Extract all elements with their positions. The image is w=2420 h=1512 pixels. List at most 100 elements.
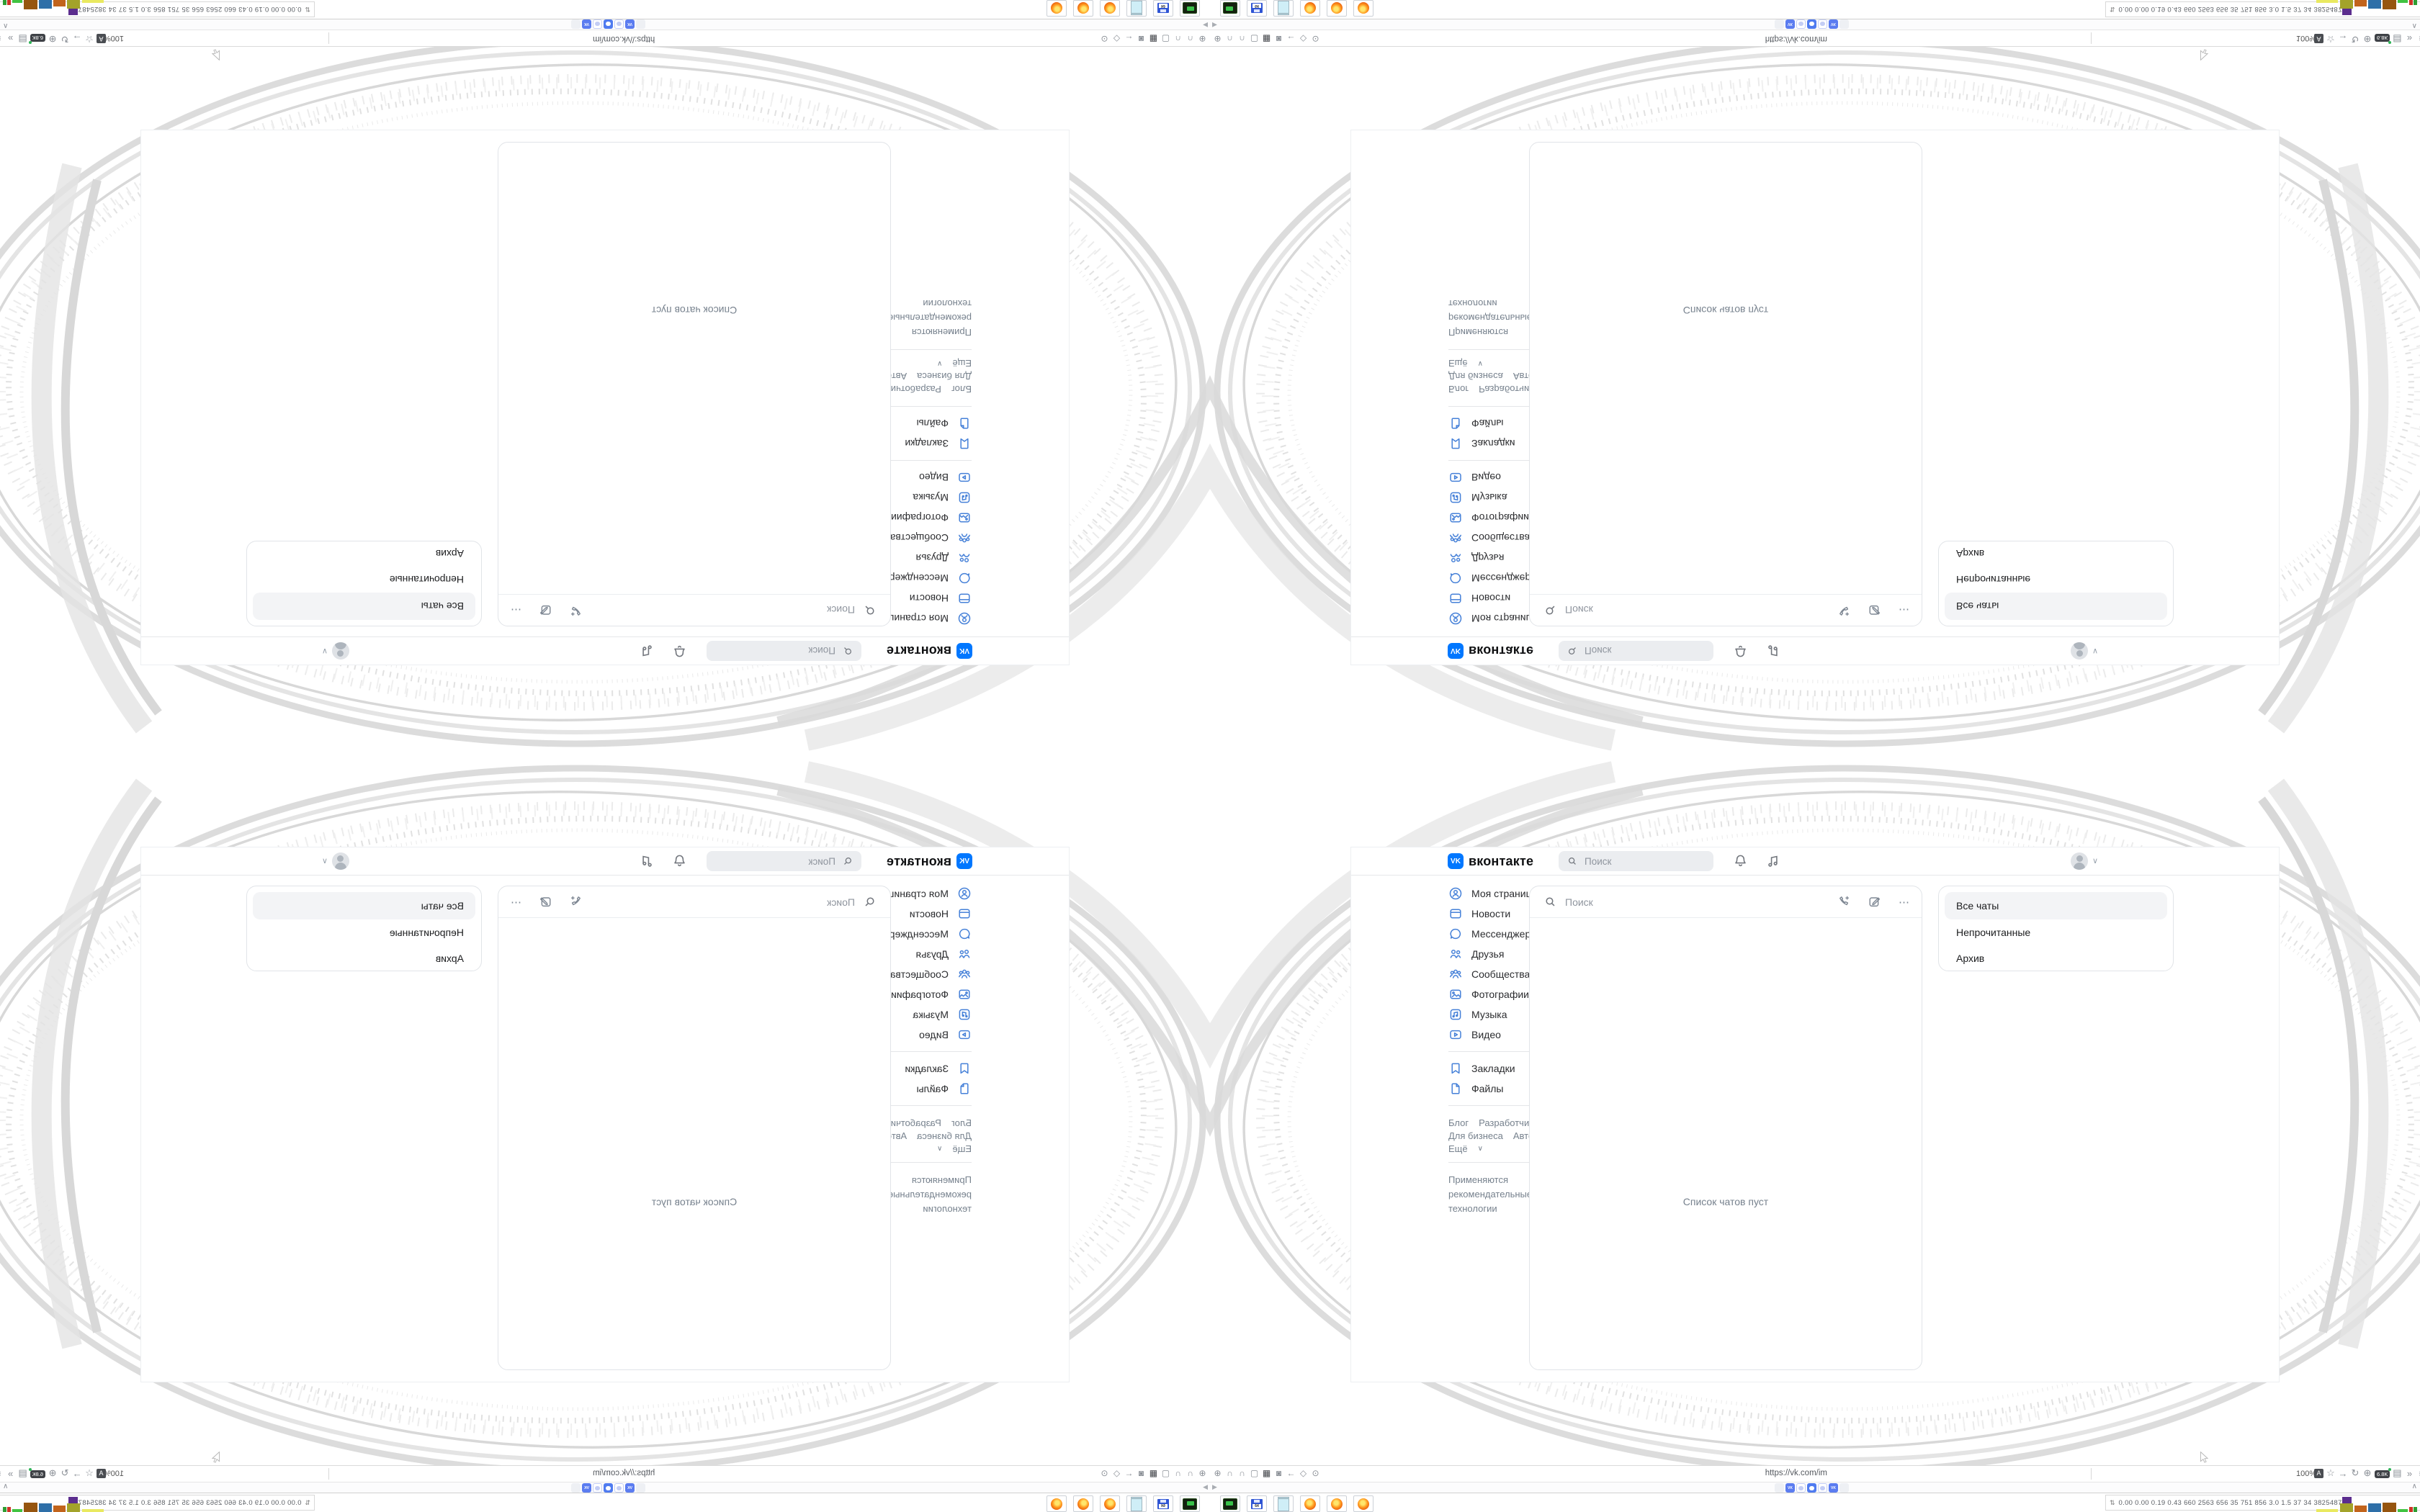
tab-vk[interactable]: VK <box>1829 1483 1838 1493</box>
toolbar-chevron-up-icon[interactable]: ∧ <box>2411 22 2417 30</box>
shield-outline-icon[interactable]: ◇ <box>1299 34 1307 44</box>
tab-vk[interactable]: VK <box>1785 19 1795 29</box>
sidebar-item-my-page[interactable]: Моя страница <box>1448 608 1572 629</box>
history-arc-icon[interactable]: ∩ <box>1227 1468 1233 1478</box>
counter-badge[interactable]: 6.8K <box>28 34 45 45</box>
launcher-firefox[interactable] <box>1327 1495 1347 1512</box>
music-note-icon[interactable] <box>1766 644 1781 659</box>
overflow-chevrons-icon[interactable]: » <box>2406 33 2413 45</box>
counter-badge[interactable]: 6.8K <box>28 1467 45 1478</box>
sidebar-item-files[interactable]: Файлы <box>848 1079 972 1099</box>
vk-logo[interactable]: VK <box>956 853 972 869</box>
filter-archive[interactable]: Архив <box>435 548 464 559</box>
vk-logo[interactable]: VK <box>1448 853 1464 869</box>
trash-icon[interactable]: ▦ <box>1262 1468 1271 1478</box>
launcher-firefox[interactable] <box>1353 1495 1373 1512</box>
sidebar-item-messenger[interactable]: Мессенджер <box>848 568 972 588</box>
launcher-floppy[interactable]: 64 <box>1247 1495 1267 1512</box>
trash-icon[interactable]: ▦ <box>1262 34 1271 44</box>
sidebar-item-music[interactable]: Музыка <box>1448 487 1572 508</box>
profile-avatar[interactable] <box>332 852 349 870</box>
launcher-firefox[interactable] <box>1327 0 1347 17</box>
translate-icon[interactable]: A <box>97 1468 106 1478</box>
address-bar-url[interactable]: https://vk.com/im <box>1765 35 1827 43</box>
chat-search-input[interactable] <box>601 603 856 617</box>
launcher-firefox[interactable] <box>1300 0 1320 17</box>
menu-icon[interactable]: ≡ <box>2416 1468 2420 1479</box>
lock-icon[interactable]: ⊙ <box>1312 1468 1319 1478</box>
launcher-firefox[interactable] <box>1047 1495 1067 1512</box>
document-icon[interactable]: ▤ <box>18 1467 27 1478</box>
link-business[interactable]: Для бизнеса <box>1448 371 1503 382</box>
site-globe-icon[interactable]: ⊕ <box>1214 34 1222 44</box>
tab-placeholder[interactable] <box>1775 1483 1784 1493</box>
sidebar-item-video[interactable]: Видео <box>1448 467 1572 487</box>
launcher-notepad[interactable] <box>1126 1495 1147 1512</box>
new-call-icon[interactable] <box>570 895 583 909</box>
chat-more-icon[interactable]: ⋯ <box>1899 896 1910 909</box>
tab-chat[interactable] <box>1796 1483 1806 1493</box>
sidebar-item-friends[interactable]: Друзья <box>1448 944 1572 964</box>
tab-vk[interactable]: VK <box>582 19 591 29</box>
link-business[interactable]: Для бизнеса <box>917 371 972 382</box>
sidebar-item-my-page[interactable]: Моя страница <box>848 883 972 904</box>
chat-more-icon[interactable]: ⋯ <box>510 896 521 909</box>
address-bar-url[interactable]: https://vk.com/im <box>593 1469 655 1477</box>
filter-all-chats[interactable]: Все чаты <box>253 892 475 919</box>
link-developers[interactable]: Разработчикам <box>1479 1117 1546 1128</box>
global-search-input[interactable] <box>726 644 837 657</box>
new-call-icon[interactable] <box>570 603 583 617</box>
filter-unread[interactable]: Непрочитанные <box>389 574 464 585</box>
global-search-input[interactable] <box>1583 644 1694 657</box>
link-blog[interactable]: Блог <box>951 384 972 395</box>
filter-all-chats[interactable]: Все чаты <box>1945 892 2167 919</box>
reload-icon[interactable]: ↻ <box>2351 1467 2360 1478</box>
sidebar-item-friends[interactable]: Друзья <box>1448 548 1572 568</box>
new-call-icon[interactable] <box>1837 895 1850 909</box>
notifications-bell-icon[interactable] <box>1733 853 1748 868</box>
overflow-chevrons-icon[interactable]: » <box>7 33 14 45</box>
launcher-notepad[interactable] <box>1273 0 1294 17</box>
chat-search-input[interactable] <box>1564 603 1819 617</box>
history-arc-icon[interactable]: ∩ <box>1187 1468 1193 1478</box>
bookmark-star-icon[interactable]: ☆ <box>2326 1467 2335 1478</box>
zoom-level[interactable]: 100% <box>103 1470 124 1478</box>
music-note-icon[interactable] <box>1766 853 1781 868</box>
tab-chat[interactable] <box>614 19 624 29</box>
forward-arrow-icon[interactable]: → <box>2338 1467 2348 1479</box>
profile-avatar[interactable] <box>2071 642 2088 660</box>
vk-wordmark[interactable]: вконтакте <box>886 854 951 868</box>
sidebar-item-photos[interactable]: Фотографии <box>848 508 972 528</box>
translate-icon[interactable]: A <box>2314 1468 2323 1478</box>
lock-icon[interactable]: ⊙ <box>1101 34 1108 44</box>
bookmark-star-icon[interactable]: ☆ <box>2326 34 2335 45</box>
tab-vk[interactable]: VK <box>1785 1483 1795 1493</box>
sidebar-item-photos[interactable]: Фотографии <box>848 984 972 1004</box>
more-chevron-down-icon[interactable]: ∨ <box>1477 359 1483 367</box>
sidebar-item-bookmarks[interactable]: Закладки <box>1448 1058 1572 1079</box>
menu-icon[interactable]: ≡ <box>0 34 4 45</box>
scroll-tabs-icon[interactable]: ▶ <box>1203 22 1208 29</box>
vk-wordmark[interactable]: вконтакте <box>1469 644 1534 658</box>
reload-icon[interactable]: ↻ <box>60 34 69 45</box>
profile-avatar[interactable] <box>332 642 349 660</box>
sidebar-item-friends[interactable]: Друзья <box>848 548 972 568</box>
filter-all-chats[interactable]: Все чаты <box>1945 593 2167 620</box>
launcher-firefox[interactable] <box>1073 0 1093 17</box>
history-arc-icon[interactable]: ∩ <box>1239 34 1245 44</box>
tab-placeholder[interactable] <box>636 1483 645 1493</box>
new-call-icon[interactable] <box>1837 603 1850 617</box>
shield-icon[interactable]: ◙ <box>1276 1468 1282 1478</box>
sidebar-item-news[interactable]: Новости <box>848 588 972 608</box>
forward-arrow-icon[interactable]: → <box>72 1467 82 1479</box>
more-chevron-down-icon[interactable]: ∨ <box>1477 1145 1483 1153</box>
launcher-terminal[interactable] <box>1180 0 1200 17</box>
counter-badge[interactable]: 6.8K <box>2375 34 2392 45</box>
launcher-firefox[interactable] <box>1300 1495 1320 1512</box>
filter-all-chats[interactable]: Все чаты <box>253 593 475 620</box>
filter-archive[interactable]: Архив <box>1956 548 1985 559</box>
sidebar-item-my-page[interactable]: Моя страница <box>848 608 972 629</box>
chat-more-icon[interactable]: ⋯ <box>1899 603 1910 616</box>
profile-chevron-down-icon[interactable]: ∨ <box>321 647 328 655</box>
notifications-bell-icon[interactable] <box>672 853 687 868</box>
